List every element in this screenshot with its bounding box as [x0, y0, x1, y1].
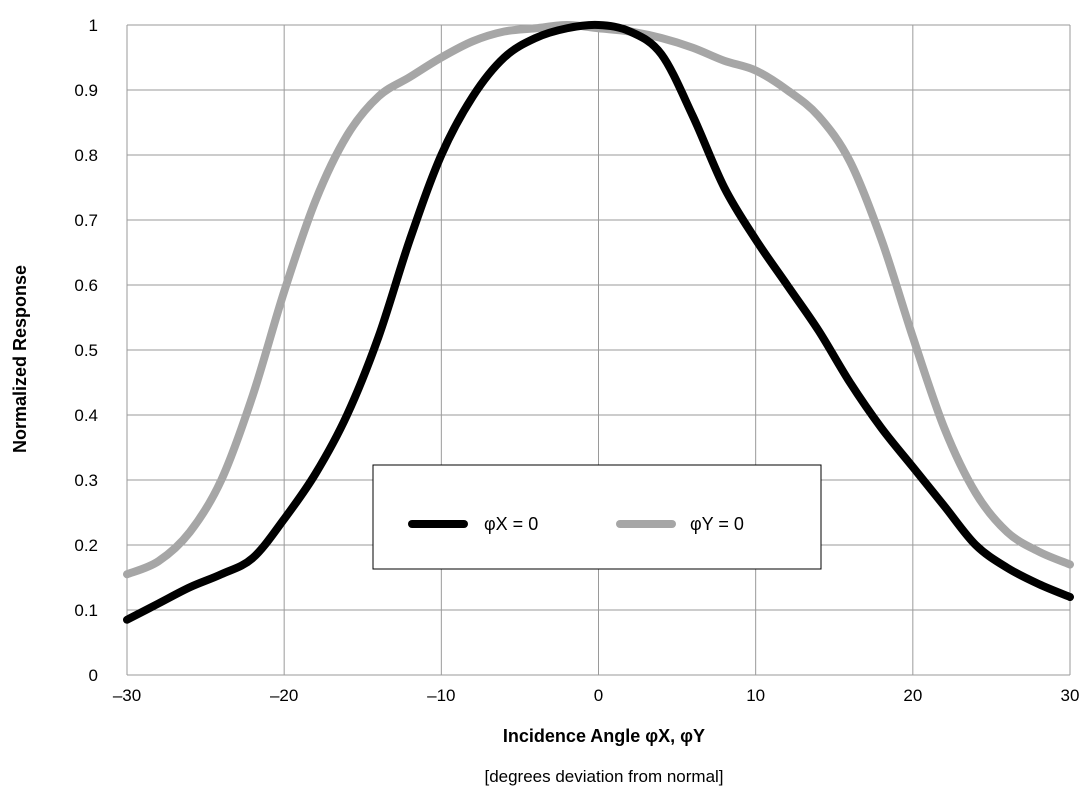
x-tick-label: –20	[270, 686, 298, 705]
y-tick-label: 0.4	[74, 406, 98, 425]
y-tick-label: 0.2	[74, 536, 98, 555]
legend-box	[373, 465, 821, 569]
y-tick-label: 0.3	[74, 471, 98, 490]
y-axis-title: Normalized Response	[10, 265, 30, 453]
x-axis-title: Incidence Angle φX, φY	[503, 726, 705, 746]
y-tick-label: 0.9	[74, 81, 98, 100]
legend: φX = 0 φY = 0	[373, 465, 821, 569]
x-tick-label: 0	[594, 686, 603, 705]
y-tick-label: 1	[89, 16, 98, 35]
y-tick-label: 0.1	[74, 601, 98, 620]
y-tick-label: 0.8	[74, 146, 98, 165]
x-tick-label: 20	[903, 686, 922, 705]
y-tick-label: 0.6	[74, 276, 98, 295]
x-tick-label: –10	[427, 686, 455, 705]
tick-labels: –30 –20 –10 0 10 20 30 0 0.1 0.2 0.3 0.4 0.5 0.6 0.7 0.…	[74, 16, 1079, 705]
legend-label-phi-x: φX = 0	[484, 514, 538, 534]
y-tick-label: 0	[89, 666, 98, 685]
x-tick-label: 10	[746, 686, 765, 705]
x-axis-subtitle: [degrees deviation from normal]	[484, 767, 723, 786]
y-tick-label: 0.5	[74, 341, 98, 360]
legend-label-phi-y: φY = 0	[690, 514, 744, 534]
x-tick-label: 30	[1061, 686, 1080, 705]
y-tick-label: 0.7	[74, 211, 98, 230]
x-tick-label: –30	[113, 686, 141, 705]
